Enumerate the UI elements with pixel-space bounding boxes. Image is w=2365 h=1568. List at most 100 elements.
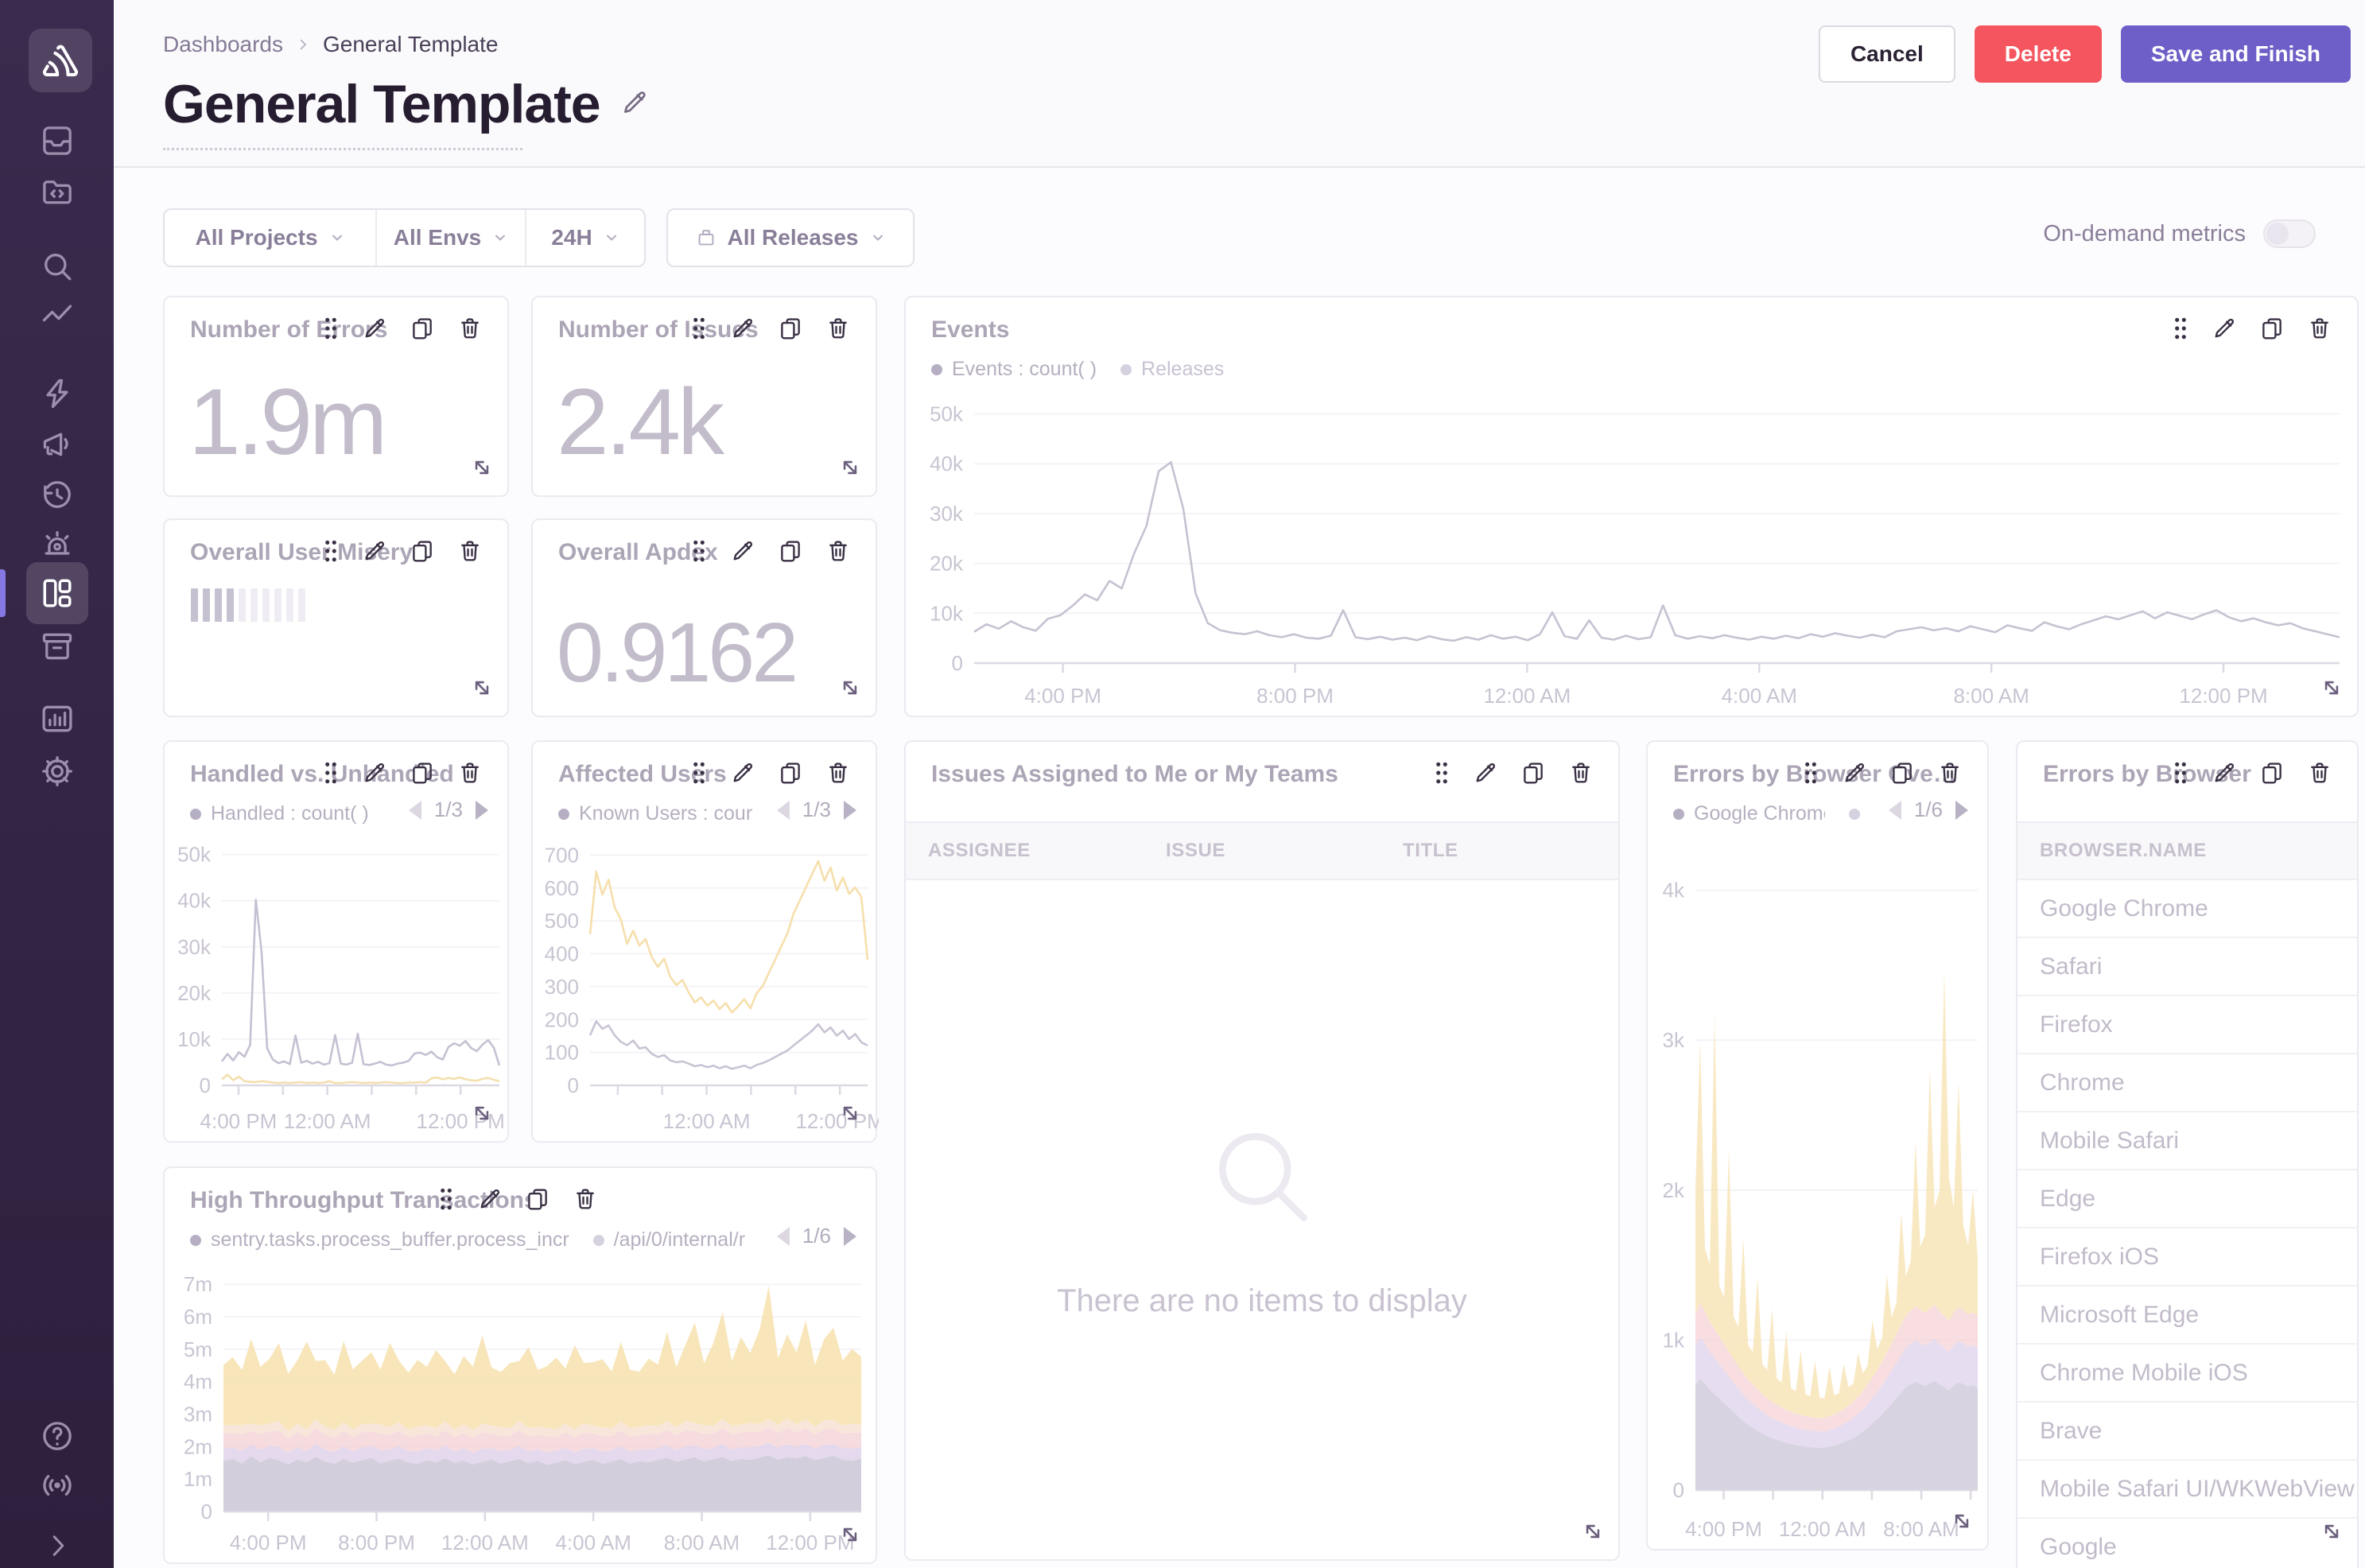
trash-icon[interactable] — [458, 539, 482, 563]
copy-icon[interactable] — [1890, 761, 1914, 785]
drag-handle-icon[interactable] — [2173, 316, 2188, 340]
search-icon[interactable] — [40, 249, 75, 284]
drag-handle-icon[interactable] — [323, 761, 339, 785]
legend-item[interactable]: sentry.tasks.process_buffer.process_incr — [190, 1228, 569, 1252]
drag-handle-icon[interactable] — [691, 761, 707, 785]
edit-title-pencil-icon[interactable] — [621, 89, 648, 120]
trash-icon[interactable] — [1569, 761, 1593, 785]
legend-next-icon[interactable] — [1955, 800, 1968, 820]
legend-next-icon[interactable] — [844, 800, 856, 820]
traces-icon[interactable] — [40, 299, 75, 334]
releases-filter[interactable]: All Releases — [666, 208, 915, 267]
save-and-finish-button[interactable]: Save and Finish — [2120, 25, 2351, 83]
drag-handle-icon[interactable] — [323, 539, 339, 563]
resize-icon[interactable] — [469, 1100, 495, 1130]
resize-icon[interactable] — [837, 1100, 863, 1130]
legend-item[interactable]: Events : count( ) — [931, 358, 1097, 381]
time-range-filter[interactable]: 24H — [525, 210, 644, 266]
resize-icon[interactable] — [469, 675, 495, 704]
copy-icon[interactable] — [779, 316, 802, 340]
resize-icon[interactable] — [837, 455, 863, 484]
legend-prev-icon[interactable] — [408, 800, 421, 820]
drag-handle-icon[interactable] — [438, 1187, 454, 1211]
copy-icon[interactable] — [410, 761, 434, 785]
drag-handle-icon[interactable] — [323, 316, 339, 340]
resize-icon[interactable] — [2319, 675, 2344, 704]
legend-item[interactable]: /api/0/internal/r — [592, 1228, 745, 1252]
pencil-icon[interactable] — [478, 1187, 502, 1211]
resize-icon[interactable] — [1580, 1519, 1606, 1548]
legend-item[interactable]: Known Users : cour — [558, 802, 752, 825]
drag-handle-icon[interactable] — [1434, 761, 1450, 785]
legend-next-icon[interactable] — [476, 800, 488, 820]
trash-icon[interactable] — [1938, 761, 1962, 785]
trash-icon[interactable] — [573, 1187, 597, 1211]
history-icon[interactable] — [40, 477, 75, 512]
delete-button[interactable]: Delete — [1974, 25, 2102, 83]
cancel-button[interactable]: Cancel — [1818, 25, 1955, 83]
trash-icon[interactable] — [826, 316, 850, 340]
copy-icon[interactable] — [779, 539, 802, 563]
releases-icon[interactable] — [40, 628, 75, 663]
on-demand-metrics-toggle[interactable] — [2263, 219, 2316, 248]
pencil-icon[interactable] — [731, 761, 755, 785]
environments-filter[interactable]: All Envs — [375, 210, 525, 266]
drag-handle-icon[interactable] — [1803, 761, 1819, 785]
breadcrumb-dashboards-link[interactable]: Dashboards — [163, 32, 283, 56]
legend-prev-icon[interactable] — [776, 1226, 790, 1246]
legend-dot — [190, 808, 201, 820]
copy-icon[interactable] — [779, 761, 802, 785]
gear-icon[interactable] — [40, 754, 75, 789]
help-icon[interactable] — [40, 1419, 75, 1454]
broadcast-icon[interactable] — [40, 1468, 75, 1503]
drag-handle-icon[interactable] — [2173, 761, 2188, 785]
sidebar-collapse-icon[interactable] — [43, 1531, 72, 1560]
siren-icon[interactable] — [40, 526, 75, 561]
copy-icon[interactable] — [2260, 316, 2284, 340]
legend-item[interactable]: Releases — [1120, 358, 1224, 381]
legend-item[interactable] — [1848, 808, 1868, 820]
trash-icon[interactable] — [2308, 761, 2332, 785]
lightning-icon[interactable] — [40, 376, 75, 411]
pencil-icon[interactable] — [363, 316, 386, 340]
pencil-icon[interactable] — [731, 539, 755, 563]
stats-icon[interactable] — [40, 701, 75, 736]
svg-text:12:00 AM: 12:00 AM — [441, 1531, 529, 1554]
megaphone-icon[interactable] — [40, 426, 75, 461]
resize-icon[interactable] — [469, 455, 495, 484]
trash-icon[interactable] — [458, 761, 482, 785]
drag-handle-icon[interactable] — [691, 316, 707, 340]
pencil-icon[interactable] — [2212, 761, 2236, 785]
pencil-icon[interactable] — [363, 539, 386, 563]
resize-icon[interactable] — [837, 1522, 863, 1551]
legend-prev-icon[interactable] — [1888, 800, 1901, 820]
trash-icon[interactable] — [826, 761, 850, 785]
issues-icon[interactable] — [40, 123, 75, 158]
pencil-icon[interactable] — [731, 316, 755, 340]
dashboards-icon[interactable] — [26, 562, 88, 624]
legend-prev-icon[interactable] — [776, 800, 790, 820]
resize-icon[interactable] — [1949, 1508, 1975, 1538]
resize-icon[interactable] — [2319, 1519, 2344, 1548]
copy-icon[interactable] — [526, 1187, 550, 1211]
pencil-icon[interactable] — [1474, 761, 1497, 785]
legend-item[interactable]: Google Chrome — [1673, 802, 1825, 825]
trash-icon[interactable] — [458, 316, 482, 340]
trash-icon[interactable] — [826, 539, 850, 563]
projects-filter[interactable]: All Projects — [165, 210, 375, 266]
resize-icon[interactable] — [837, 675, 863, 704]
drag-handle-icon[interactable] — [691, 539, 707, 563]
copy-icon[interactable] — [410, 539, 434, 563]
trash-icon[interactable] — [2308, 316, 2332, 340]
misery-bar — [215, 588, 222, 622]
pencil-icon[interactable] — [2212, 316, 2236, 340]
pencil-icon[interactable] — [363, 761, 386, 785]
copy-icon[interactable] — [1521, 761, 1545, 785]
projects-icon[interactable] — [40, 174, 75, 209]
legend-next-icon[interactable] — [844, 1226, 856, 1246]
sentry-logo[interactable] — [29, 29, 92, 92]
pencil-icon[interactable] — [1843, 761, 1866, 785]
copy-icon[interactable] — [410, 316, 434, 340]
legend-item[interactable]: Handled : count( ) — [190, 802, 369, 825]
copy-icon[interactable] — [2260, 761, 2284, 785]
